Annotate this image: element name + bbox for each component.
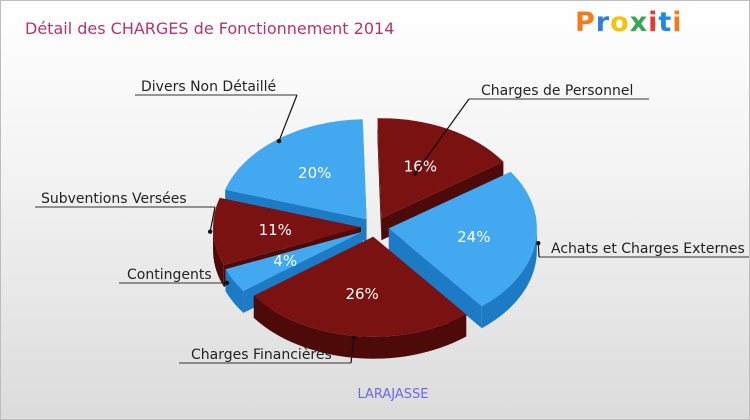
pie-slice	[225, 119, 367, 220]
logo-letter: t	[658, 7, 673, 38]
logo-letter: r	[595, 7, 611, 38]
pie-slice	[388, 171, 537, 307]
slice-percent: 11%	[259, 221, 292, 239]
logo-letter: x	[629, 7, 649, 38]
leader-arrow	[207, 229, 213, 234]
slice-percent: 20%	[298, 164, 331, 182]
logo-letter: i	[648, 7, 659, 38]
logo-letter: i	[672, 7, 683, 38]
leader-lines	[35, 94, 749, 364]
slice-label: Subventions Versées	[41, 191, 187, 207]
pie-slice-edge	[377, 118, 382, 241]
leader-arrow	[412, 171, 418, 176]
pie-slice	[225, 231, 363, 291]
proxiti-logo: Proxiti	[575, 7, 683, 43]
leader-line	[537, 243, 540, 258]
pie-slice-edge	[388, 228, 482, 329]
leader-line	[278, 94, 298, 142]
leader-arrow	[276, 138, 282, 144]
logo-letter: o	[610, 7, 630, 38]
pie-slice-side	[213, 227, 224, 287]
leader-line	[209, 206, 216, 232]
pie-tops	[213, 118, 537, 337]
pie-slice	[377, 118, 504, 219]
slice-percent: 24%	[457, 228, 490, 246]
pie-slice-side	[481, 228, 537, 329]
leader-line	[414, 98, 470, 175]
slice-label: Charges Financières	[191, 347, 332, 363]
slice-percent: 4%	[273, 252, 297, 270]
slice-percent: 26%	[345, 285, 378, 303]
leader-arrow	[536, 240, 541, 246]
city-name: LARAJASSE	[357, 387, 429, 402]
leader-arrow	[224, 280, 230, 286]
pie-slice	[253, 236, 467, 337]
chart-title: Détail des CHARGES de Fonctionnement 201…	[25, 19, 395, 38]
pie-slice-side	[253, 295, 467, 359]
slice-labels: Charges de Personnel Achats et Charges Ex…	[41, 79, 745, 363]
logo-letter: P	[575, 7, 596, 38]
slice-label: Achats et Charges Externes	[551, 241, 745, 257]
slice-label: Contingents	[127, 267, 212, 283]
slice-label: Divers Non Détaillé	[141, 79, 276, 95]
leader-line	[350, 337, 355, 364]
slice-label: Charges de Personnel	[481, 83, 633, 99]
leader-arrow	[351, 335, 356, 341]
pie-slice	[213, 197, 362, 265]
